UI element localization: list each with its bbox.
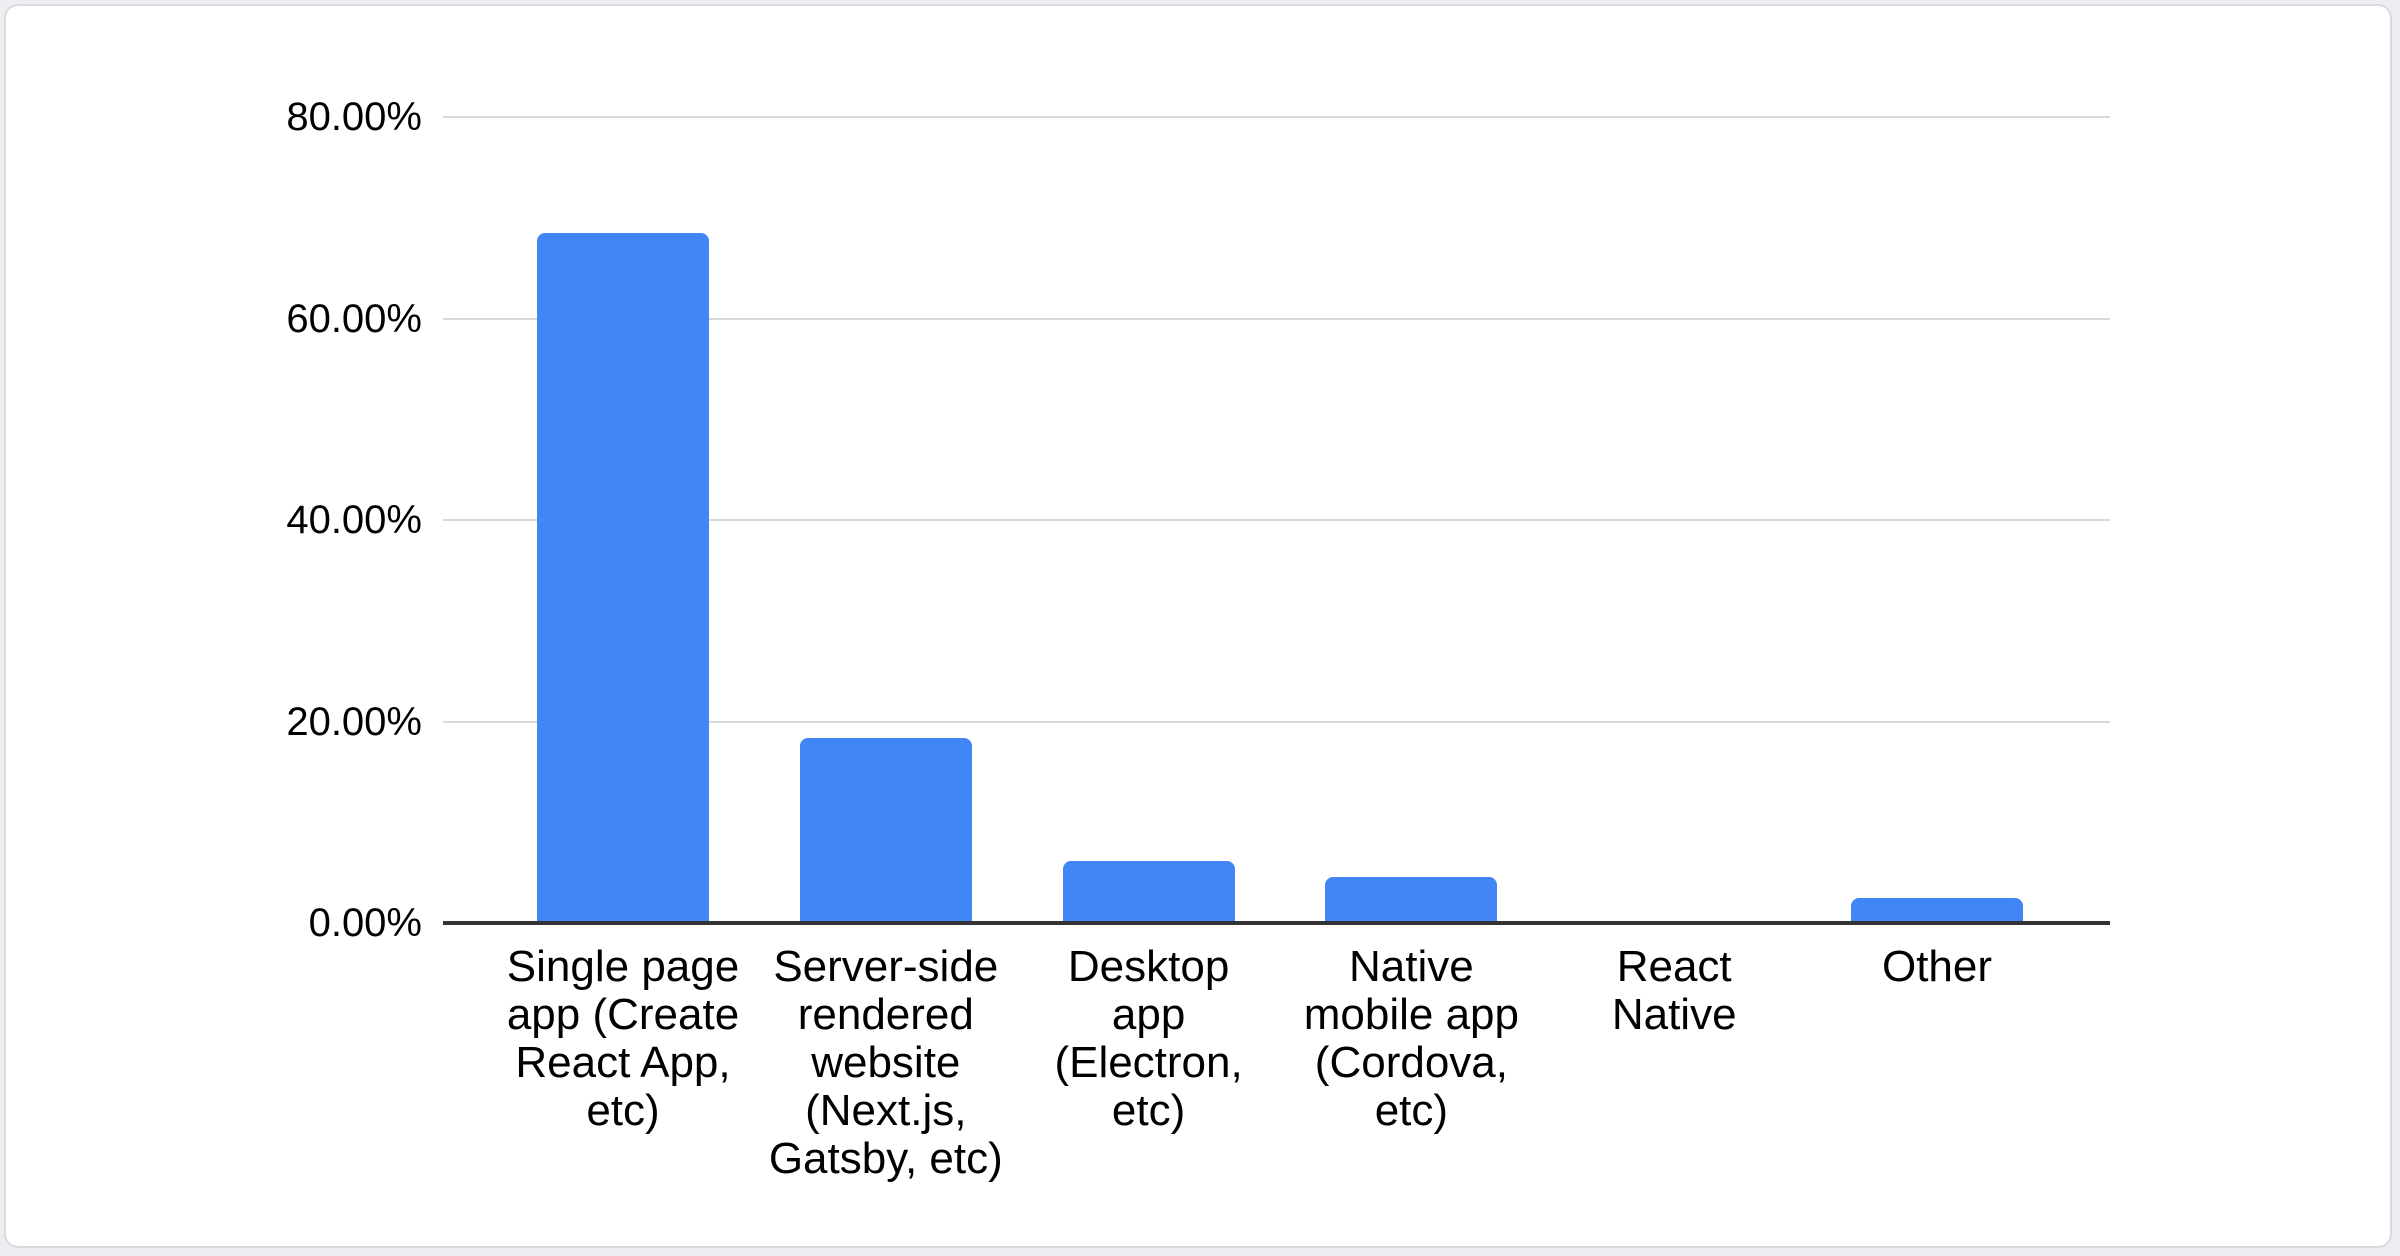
chart-bar[interactable] bbox=[1062, 860, 1235, 923]
y-tick-label: 0.00% bbox=[308, 901, 422, 945]
y-tick-label: 40.00% bbox=[286, 498, 422, 542]
y-tick-label: 80.00% bbox=[286, 95, 422, 139]
chart-card bbox=[4, 4, 2392, 1248]
x-category-label: Server-side rendered website (Next.js, G… bbox=[768, 942, 1003, 1183]
x-category-label: Single page app (Create React App, etc) bbox=[506, 942, 740, 1135]
x-category-label: Desktop app (Electron, etc) bbox=[1054, 942, 1243, 1135]
gridline bbox=[443, 116, 2110, 118]
chart-bar[interactable] bbox=[537, 232, 709, 923]
chart-bar[interactable] bbox=[1325, 876, 1498, 923]
x-category-label: Native mobile app (Cordova, etc) bbox=[1303, 942, 1520, 1135]
gridline bbox=[443, 317, 2110, 320]
x-category-label: Other bbox=[1881, 942, 1993, 991]
gridline bbox=[443, 720, 2110, 723]
gridline bbox=[443, 519, 2110, 521]
y-tick-label: 20.00% bbox=[286, 699, 422, 744]
chart-bar[interactable] bbox=[799, 737, 972, 923]
x-category-label: React Native bbox=[1611, 942, 1737, 1039]
x-axis-line bbox=[443, 921, 2110, 925]
y-tick-label: 60.00% bbox=[286, 296, 422, 341]
chart-bar[interactable] bbox=[1851, 897, 2023, 923]
